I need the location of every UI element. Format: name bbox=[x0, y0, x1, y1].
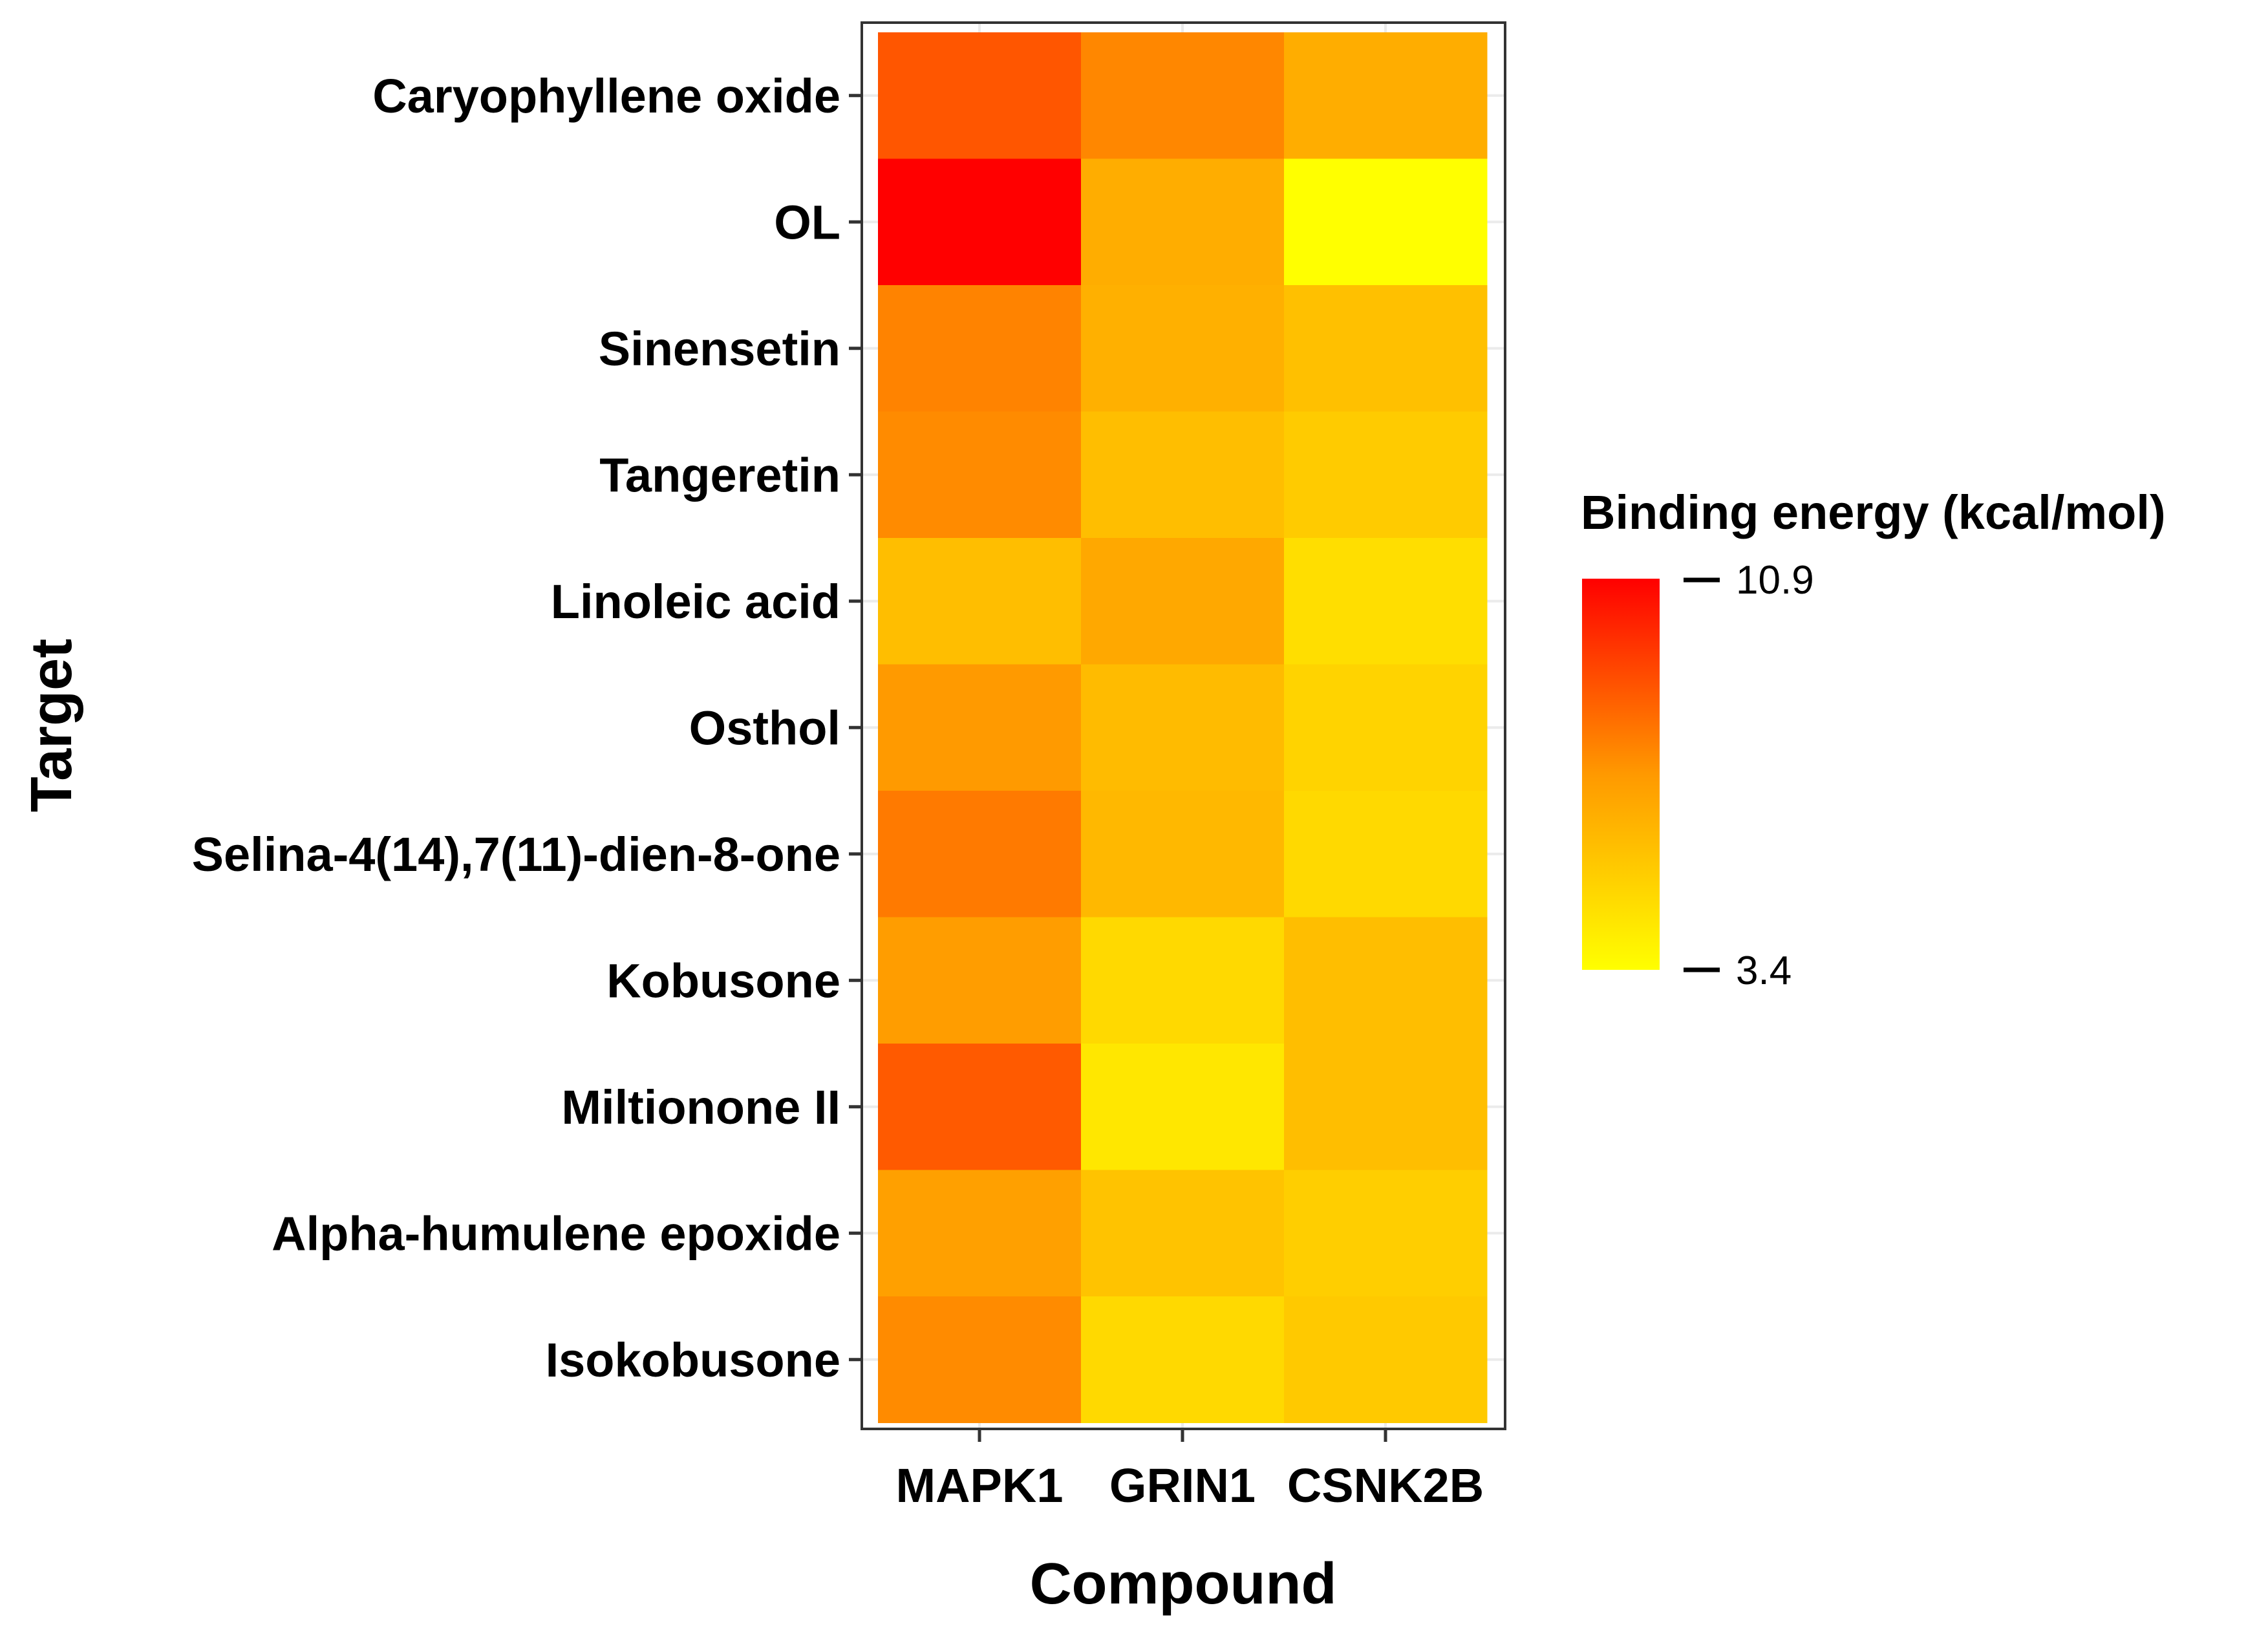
y-tick-label: Isokobusone bbox=[546, 1333, 840, 1387]
y-tick-label: Linoleic acid bbox=[551, 575, 840, 628]
heatmap-cell bbox=[878, 1296, 1082, 1423]
x-tick-label: GRIN1 bbox=[1109, 1459, 1256, 1512]
legend: Binding energy (kcal/mol) 10.9 3.4 bbox=[1581, 486, 2166, 993]
heatmap-cell bbox=[1284, 917, 1488, 1044]
heatmap-cell bbox=[1081, 1296, 1285, 1423]
heatmap-cell bbox=[1284, 32, 1488, 159]
y-axis-ticks: Caryophyllene oxide OL Sinensetin Tangereti… bbox=[192, 69, 862, 1387]
y-tick-label: Alpha-humulene epoxide bbox=[272, 1206, 840, 1260]
x-axis-title: Compound bbox=[1030, 1552, 1337, 1616]
heatmap-cell bbox=[1081, 917, 1285, 1044]
heatmap-cell bbox=[878, 32, 1082, 159]
heatmap-cell bbox=[878, 664, 1082, 791]
heatmap-cell bbox=[1284, 791, 1488, 917]
heatmap-cell bbox=[878, 285, 1082, 412]
legend-min-label: 3.4 bbox=[1736, 949, 1792, 993]
y-tick-label: Osthol bbox=[689, 701, 840, 755]
heatmap-cell bbox=[1081, 32, 1285, 159]
heatmap-cell bbox=[878, 791, 1082, 917]
y-tick-label: Caryophyllene oxide bbox=[372, 69, 840, 123]
x-tick-label: MAPK1 bbox=[895, 1459, 1063, 1512]
heatmap-cell bbox=[1284, 664, 1488, 791]
heatmap-cell bbox=[1081, 411, 1285, 539]
heatmap-cell bbox=[1081, 1044, 1285, 1170]
heatmap-cell bbox=[1081, 158, 1285, 286]
heatmap-cell bbox=[1081, 285, 1285, 412]
y-axis-title: Target bbox=[19, 639, 84, 812]
x-axis-ticks: MAPK1 GRIN1 CSNK2B bbox=[895, 1429, 1484, 1512]
heatmap-cell bbox=[1081, 664, 1285, 791]
heatmap-cell bbox=[878, 538, 1082, 665]
y-tick-label: Miltionone II bbox=[561, 1080, 840, 1134]
legend-max-label: 10.9 bbox=[1736, 558, 1814, 603]
heatmap-cell bbox=[1284, 538, 1488, 665]
legend-title: Binding energy (kcal/mol) bbox=[1581, 486, 2166, 539]
plot-panel bbox=[861, 21, 1506, 1430]
heatmap-cell bbox=[1081, 1170, 1285, 1297]
heatmap-cells bbox=[878, 32, 1488, 1423]
heatmap-cell bbox=[878, 1170, 1082, 1297]
heatmap-cell bbox=[1081, 791, 1285, 917]
heatmap-cell bbox=[1284, 1296, 1488, 1423]
heatmap-cell bbox=[1284, 411, 1488, 539]
heatmap-cell bbox=[878, 917, 1082, 1044]
heatmap-cell bbox=[1081, 538, 1285, 665]
heatmap-cell bbox=[1284, 1170, 1488, 1297]
heatmap-cell bbox=[878, 411, 1082, 539]
legend-colorbar bbox=[1582, 579, 1660, 970]
y-tick-label: Sinensetin bbox=[599, 322, 840, 376]
heatmap-cell bbox=[1284, 1044, 1488, 1170]
y-tick-label: Selina-4(14),7(11)-dien-8-one bbox=[192, 828, 840, 881]
x-tick-label: CSNK2B bbox=[1287, 1459, 1484, 1512]
y-tick-label: OL bbox=[774, 195, 840, 249]
heatmap-cell bbox=[878, 158, 1082, 286]
heatmap-cell bbox=[878, 1044, 1082, 1170]
y-tick-label: Kobusone bbox=[606, 954, 840, 1007]
heatmap-cell bbox=[1284, 285, 1488, 412]
y-tick-label: Tangeretin bbox=[599, 448, 840, 502]
heatmap-cell bbox=[1284, 158, 1488, 286]
